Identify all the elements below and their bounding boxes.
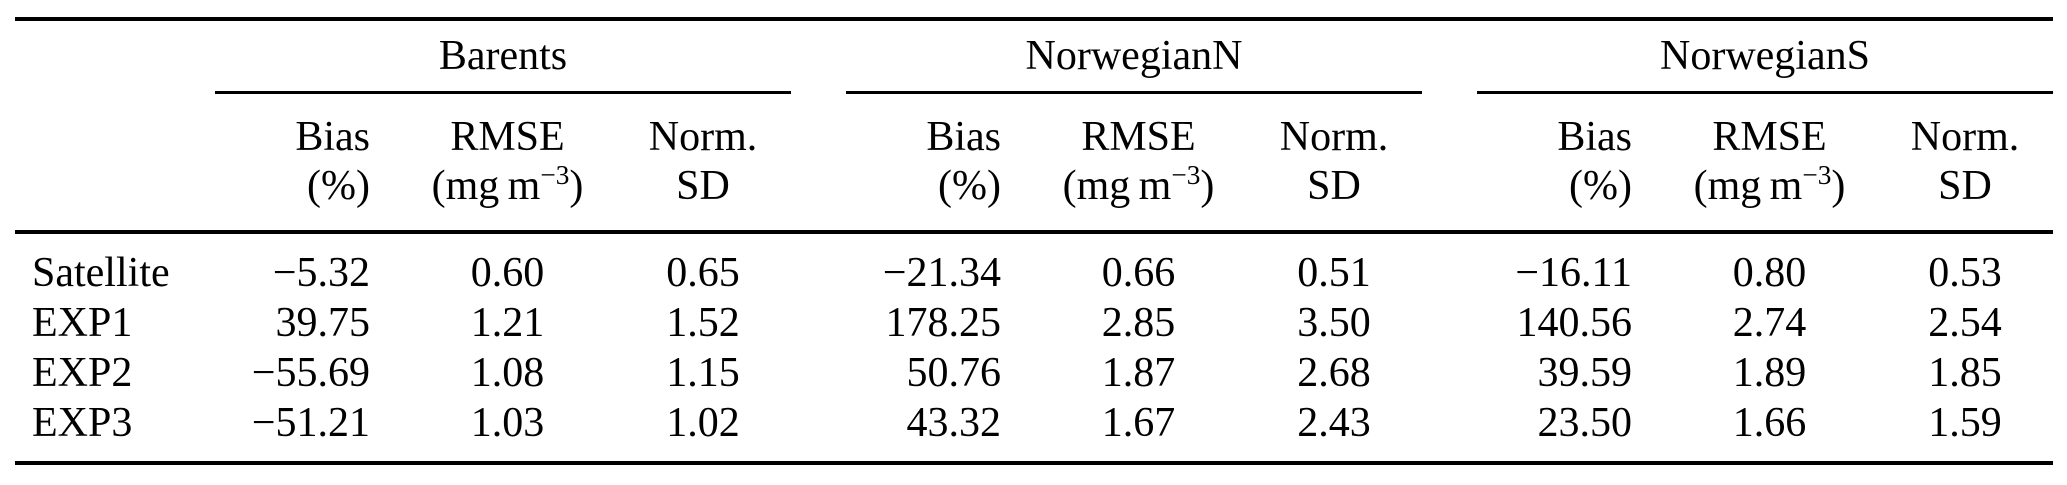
value-cell: 0.53 bbox=[1928, 250, 2002, 296]
superscript-exponent: −3 bbox=[1171, 160, 1201, 190]
rmse-units: (mg m−3) bbox=[1693, 160, 1846, 209]
bias-units: (%) bbox=[938, 163, 1001, 209]
value-cell: 0.65 bbox=[666, 250, 740, 296]
superscript-exponent: −3 bbox=[540, 160, 570, 190]
table-row: EXP2 −55.69 1.08 1.15 50.76 1.87 2.68 39… bbox=[15, 348, 2053, 398]
bias-label: Bias bbox=[1557, 114, 1632, 160]
rmse-label: RMSE bbox=[1712, 114, 1827, 160]
value-cell: −51.21 bbox=[215, 398, 400, 465]
group-header-row: Barents NorwegianN NorwegianS bbox=[15, 17, 2054, 94]
column-gap bbox=[791, 298, 846, 348]
value-cell: 140.56 bbox=[1516, 300, 1633, 346]
value-cell: 1.52 bbox=[666, 300, 740, 346]
superscript-exponent: −3 bbox=[1802, 160, 1832, 190]
value-cell: 1.85 bbox=[1928, 350, 2002, 396]
value-cell: 0.80 bbox=[1732, 250, 1807, 296]
col-header-rmse: RMSE (mg m−3) bbox=[1031, 92, 1246, 234]
column-gap bbox=[1422, 92, 1477, 234]
value-cell: −5.32 bbox=[272, 250, 370, 296]
value-cell: 1.08 bbox=[470, 350, 545, 396]
column-gap bbox=[1422, 232, 1477, 298]
norm-label: Norm. bbox=[1910, 114, 2020, 160]
column-gap bbox=[1422, 398, 1477, 465]
value-cell: 1.15 bbox=[666, 350, 740, 396]
value-cell: 0.66 bbox=[1101, 250, 1176, 296]
column-gap bbox=[791, 92, 846, 234]
value-cell: 2.54 bbox=[1928, 300, 2002, 346]
value-cell: 39.75 bbox=[275, 300, 371, 346]
row-label: EXP2 bbox=[32, 350, 133, 396]
col-header-bias: Bias (%) bbox=[846, 92, 1031, 234]
value-cell: −16.11 bbox=[1515, 250, 1632, 296]
group-header-norwegians: NorwegianS bbox=[1477, 17, 2054, 94]
sd-label: SD bbox=[1307, 163, 1361, 209]
col-header-norm-sd: Norm. SD bbox=[1246, 92, 1422, 234]
column-gap bbox=[791, 17, 846, 93]
col-header-bias: Bias (%) bbox=[215, 92, 400, 234]
rmse-label: RMSE bbox=[450, 114, 565, 160]
value-cell: 0.51 bbox=[1297, 250, 1371, 296]
metric-header-row: Bias (%) RMSE (mg m−3) Norm. SD Bias (%) bbox=[15, 92, 2054, 234]
column-gap bbox=[791, 398, 846, 465]
value-cell: 23.50 bbox=[1477, 398, 1662, 465]
column-gap bbox=[1422, 298, 1477, 348]
column-gap bbox=[791, 232, 846, 298]
column-gap bbox=[791, 348, 846, 398]
value-cell: 43.32 bbox=[846, 398, 1031, 465]
group-header-norwegiann: NorwegianN bbox=[846, 17, 1422, 94]
value-cell: 1.03 bbox=[400, 398, 615, 465]
value-cell: 3.50 bbox=[1297, 300, 1371, 346]
value-cell: −55.69 bbox=[251, 350, 370, 396]
bias-units: (%) bbox=[1569, 163, 1632, 209]
value-cell: 1.02 bbox=[615, 398, 791, 465]
rmse-units: (mg m−3) bbox=[1062, 160, 1215, 209]
bias-label: Bias bbox=[926, 114, 1001, 160]
column-gap bbox=[1422, 17, 1477, 93]
row-label: EXP3 bbox=[15, 398, 215, 465]
col-header-norm-sd: Norm. SD bbox=[1877, 92, 2054, 234]
table-row: EXP3 −51.21 1.03 1.02 43.32 1.67 2.43 23… bbox=[15, 398, 2054, 465]
blank-cell bbox=[15, 92, 215, 234]
value-cell: 2.85 bbox=[1101, 300, 1176, 346]
rmse-units: (mg m−3) bbox=[431, 160, 584, 209]
value-cell: 0.60 bbox=[470, 250, 545, 296]
value-cell: 50.76 bbox=[906, 350, 1002, 396]
value-cell: 1.67 bbox=[1031, 398, 1246, 465]
value-cell: 1.21 bbox=[470, 300, 545, 346]
col-header-rmse: RMSE (mg m−3) bbox=[1662, 92, 1877, 234]
col-header-rmse: RMSE (mg m−3) bbox=[400, 92, 615, 234]
table-row: EXP1 39.75 1.21 1.52 178.25 2.85 3.50 14… bbox=[15, 298, 2053, 348]
value-cell: −21.34 bbox=[882, 250, 1001, 296]
bias-units: (%) bbox=[307, 163, 370, 209]
value-cell: 2.43 bbox=[1246, 398, 1422, 465]
norm-label: Norm. bbox=[648, 114, 758, 160]
value-cell: 39.59 bbox=[1537, 350, 1633, 396]
value-cell: 178.25 bbox=[885, 300, 1002, 346]
metrics-table: Barents NorwegianN NorwegianS Bias (%) R… bbox=[15, 17, 2054, 465]
group-header-barents: Barents bbox=[215, 17, 791, 94]
row-label: Satellite bbox=[32, 250, 170, 296]
bias-label: Bias bbox=[295, 114, 370, 160]
sd-label: SD bbox=[676, 163, 730, 209]
col-header-norm-sd: Norm. SD bbox=[615, 92, 791, 234]
row-label: EXP1 bbox=[32, 300, 133, 346]
value-cell: 1.87 bbox=[1101, 350, 1176, 396]
corner-blank-cell bbox=[15, 17, 215, 93]
value-cell: 2.68 bbox=[1297, 350, 1371, 396]
col-header-bias: Bias (%) bbox=[1477, 92, 1662, 234]
table-row: Satellite −5.32 0.60 0.65 −21.34 0.66 0.… bbox=[15, 232, 2053, 298]
norm-label: Norm. bbox=[1279, 114, 1389, 160]
value-cell: 1.66 bbox=[1662, 398, 1877, 465]
column-gap bbox=[1422, 348, 1477, 398]
value-cell: 2.74 bbox=[1732, 300, 1807, 346]
rmse-label: RMSE bbox=[1081, 114, 1196, 160]
value-cell: 1.59 bbox=[1877, 398, 2054, 465]
value-cell: 1.89 bbox=[1732, 350, 1807, 396]
sd-label: SD bbox=[1938, 163, 1992, 209]
